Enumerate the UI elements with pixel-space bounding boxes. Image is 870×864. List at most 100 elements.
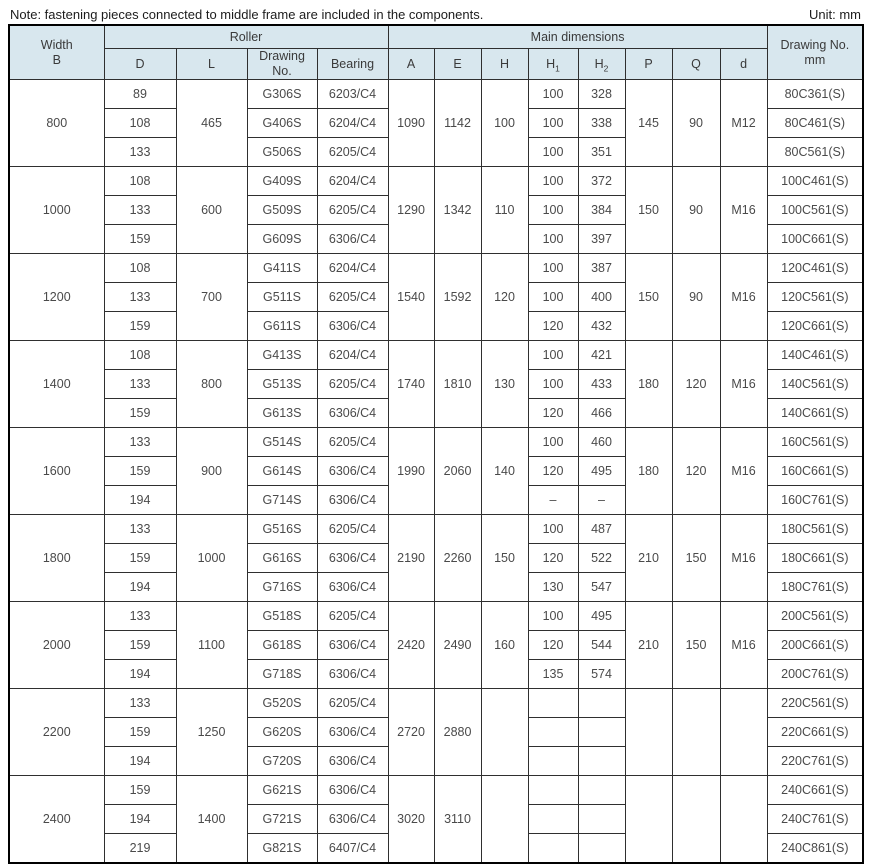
cell-roller-bearing: 6407/C4 [316, 833, 389, 864]
cell-dim-h2: – [577, 485, 626, 515]
cell-dim-a: 1540 [387, 253, 435, 341]
header-h1: H1 [527, 48, 579, 80]
header-h1-subscript: 1 [555, 63, 560, 74]
cell-dim-h [480, 688, 529, 776]
cell-roller-d: 133 [103, 282, 177, 312]
header-drawing-no-mm: Drawing No. mm [766, 24, 864, 80]
cell-dim-h1 [527, 688, 579, 718]
cell-roller-bearing: 6306/C4 [316, 746, 389, 776]
cell-roller-bearing: 6306/C4 [316, 311, 389, 341]
cell-roller-d: 159 [103, 630, 177, 660]
spec-row: 159 G611S 6306/C4 120 432 120C661(S) [9, 311, 864, 341]
cell-dim-d: M16 [719, 253, 768, 341]
cell-roller-d: 159 [103, 398, 177, 428]
cell-dim-e: 1592 [433, 253, 482, 341]
cell-roller-d: 194 [103, 572, 177, 602]
cell-dim-h1: 100 [527, 166, 579, 196]
spec-row: 1600 133 900 G514S 6205/C4 1990 2060 140 100 460 1… [8, 427, 864, 515]
cell-drawing-no-mm: 220C761(S) [766, 746, 864, 776]
cell-dim-q: 90 [671, 253, 721, 341]
cell-width-b: 2000 [8, 601, 105, 689]
cell-dim-h1: 100 [527, 514, 579, 544]
spec-row: 800 89 465 G306S 6203/C4 1090 1142 100 100 328 145… [8, 79, 864, 167]
spec-row: 1000 108 600 G409S 6204/C4 1290 1342 110 100 372 1… [8, 166, 864, 254]
cell-dim-d: M16 [719, 514, 768, 602]
cell-dim-q: 120 [671, 340, 721, 428]
cell-dim-h1: 120 [527, 398, 579, 428]
cell-roller-bearing: 6205/C4 [316, 514, 389, 544]
cell-dim-e: 2060 [433, 427, 482, 515]
cell-dim-h2: 460 [577, 427, 626, 457]
cell-roller-d: 194 [103, 746, 177, 776]
header-p: P [624, 48, 673, 80]
spec-row: 2200 133 1250 G520S 6205/C4 2720 2880 220C561(S… [8, 688, 864, 776]
cell-dim-h1: 100 [527, 340, 579, 370]
header-h: H [480, 48, 529, 80]
cell-dim-d: M16 [719, 427, 768, 515]
cell-drawing-no-mm: 180C661(S) [766, 543, 864, 573]
cell-roller-d: 133 [103, 195, 177, 225]
cell-dim-h1: 100 [527, 369, 579, 399]
cell-roller-bearing: 6205/C4 [316, 601, 389, 631]
cell-drawing-no-mm: 100C461(S) [766, 166, 864, 196]
header-d: D [103, 48, 177, 80]
cell-dim-p [624, 775, 673, 864]
cell-dim-e: 3110 [433, 775, 482, 864]
cell-drawing-no-mm: 220C561(S) [766, 688, 864, 718]
cell-roller-d: 194 [103, 485, 177, 515]
cell-dim-p: 145 [624, 79, 673, 167]
cell-roller-l: 1250 [175, 688, 248, 776]
cell-drawing-no-mm: 180C761(S) [766, 572, 864, 602]
cell-dim-d: M16 [719, 601, 768, 689]
roller-spec-table: Width B Roller Main dimensions Drawing N… [8, 24, 865, 864]
cell-roller-bearing: 6205/C4 [316, 369, 389, 399]
spec-row: 108 G406S 6204/C4 100 338 80C461(S) [9, 108, 864, 138]
cell-dim-h2: 574 [577, 659, 626, 689]
cell-roller-bearing: 6306/C4 [316, 659, 389, 689]
cell-roller-drawing-no: G720S [246, 746, 318, 776]
header-h1-base: H [546, 57, 556, 71]
cell-roller-bearing: 6306/C4 [316, 717, 389, 747]
cell-roller-d: 159 [103, 456, 177, 486]
cell-drawing-no-mm: 140C661(S) [766, 398, 864, 428]
cell-dim-h: 150 [480, 514, 529, 602]
cell-dim-h2: 400 [577, 282, 626, 312]
cell-roller-bearing: 6306/C4 [316, 224, 389, 254]
header-drawing-no: Drawing No. [246, 48, 318, 80]
table-body: 800 89 465 G306S 6203/C4 1090 1142 100 100 328 145… [8, 79, 864, 864]
cell-roller-d: 108 [103, 253, 177, 283]
cell-dim-h1: 130 [527, 572, 579, 602]
cell-drawing-no-mm: 220C661(S) [766, 717, 864, 747]
note-text: Note: fastening pieces connected to midd… [10, 7, 484, 22]
spec-row: 2000 133 1100 G518S 6205/C4 2420 2490 160 100 495… [8, 601, 864, 689]
cell-roller-bearing: 6306/C4 [316, 456, 389, 486]
cell-dim-h: 140 [480, 427, 529, 515]
cell-roller-d: 133 [103, 427, 177, 457]
cell-roller-bearing: 6306/C4 [316, 804, 389, 834]
header-roller-group: Roller [103, 24, 389, 49]
cell-dim-h2: 487 [577, 514, 626, 544]
cell-dim-q: 90 [671, 166, 721, 254]
cell-width-b: 2200 [8, 688, 105, 776]
cell-dim-h1: 100 [527, 224, 579, 254]
cell-dim-d: M16 [719, 340, 768, 428]
cell-roller-l: 1400 [175, 775, 248, 864]
cell-dim-h2: 372 [577, 166, 626, 196]
cell-roller-d: 108 [103, 166, 177, 196]
spec-row: 194 G714S 6306/C4 – – 160C761(S) [9, 485, 864, 515]
cell-roller-bearing: 6205/C4 [316, 282, 389, 312]
cell-roller-d: 159 [103, 775, 177, 805]
cell-dim-e: 2260 [433, 514, 482, 602]
spec-row: 1400 108 800 G413S 6204/C4 1740 1810 130 100 421 1… [8, 340, 864, 428]
cell-roller-bearing: 6306/C4 [316, 630, 389, 660]
cell-roller-d: 89 [103, 79, 177, 109]
cell-dim-h1: 100 [527, 108, 579, 138]
cell-dim-h1 [527, 804, 579, 834]
cell-drawing-no-mm: 240C861(S) [766, 833, 864, 864]
cell-roller-drawing-no: G518S [246, 601, 318, 631]
cell-dim-h2 [577, 833, 626, 864]
cell-drawing-no-mm: 120C461(S) [766, 253, 864, 283]
cell-dim-h2: 421 [577, 340, 626, 370]
cell-dim-h1: 120 [527, 543, 579, 573]
header-e: E [433, 48, 482, 80]
